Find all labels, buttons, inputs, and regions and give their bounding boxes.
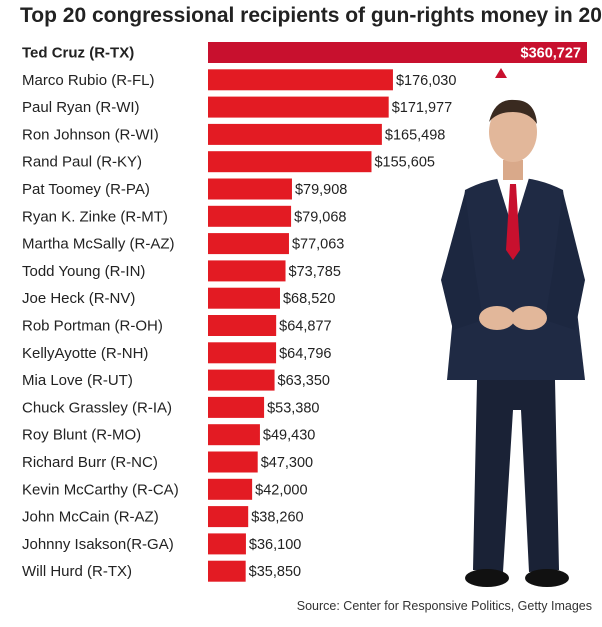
bar-value-label: $38,260 [251, 510, 303, 526]
bar [208, 315, 277, 336]
category-label: Paul Ryan (R-WI) [22, 99, 140, 116]
bar-value-label: $49,430 [263, 428, 315, 444]
category-label: Joe Heck (R-NV) [22, 290, 135, 307]
category-label: Rob Portman (R-OH) [22, 318, 163, 335]
category-label: KellyAyotte (R-NH) [22, 345, 148, 362]
bar-value-label: $171,977 [392, 100, 452, 116]
bar [208, 533, 246, 555]
bar-value-label: $176,030 [396, 73, 456, 89]
bar-value-label: $64,877 [279, 319, 331, 335]
bar [208, 478, 253, 500]
bar [208, 233, 289, 255]
category-label: Richard Burr (R-NC) [22, 454, 158, 471]
bar [208, 178, 292, 200]
category-label: Mia Love (R-UT) [22, 372, 133, 389]
category-label: Marco Rubio (R-FL) [22, 72, 155, 89]
category-label: Ryan K. Zinke (R-MT) [22, 208, 168, 225]
bar-value-label: $68,520 [283, 291, 335, 307]
bar [208, 506, 249, 528]
category-label: Kevin McCarthy (R-CA) [22, 481, 179, 498]
bar [208, 424, 260, 446]
category-label: Chuck Grassley (R-IA) [22, 399, 172, 416]
bar-value-label: $36,100 [249, 537, 301, 553]
bar [208, 123, 382, 145]
category-label: Ted Cruz (R-TX) [22, 45, 134, 62]
bar [208, 560, 246, 582]
bar-value-label: $47,300 [261, 455, 313, 471]
category-label: Rand Paul (R-KY) [22, 154, 142, 171]
bar [208, 205, 292, 227]
bar-value-label: $77,063 [292, 237, 344, 253]
bar [208, 396, 265, 418]
category-label: Todd Young (R-IN) [22, 263, 145, 280]
bar [208, 69, 393, 91]
category-label: Ron Johnson (R-WI) [22, 126, 159, 143]
bar-value-label: $64,796 [279, 346, 331, 362]
category-label: Johnny Isakson(R-GA) [22, 536, 174, 553]
bar-value-label: $63,350 [278, 373, 330, 389]
bar [208, 451, 258, 473]
bar-value-label: $360,727 [521, 46, 581, 62]
bar [208, 260, 286, 282]
bar-value-label: $42,000 [255, 482, 307, 498]
bar [208, 287, 280, 309]
category-label: Pat Toomey (R-PA) [22, 181, 150, 198]
bar-value-label: $79,068 [294, 209, 346, 225]
category-label: Martha McSally (R-AZ) [22, 236, 175, 253]
category-label: Roy Blunt (R-MO) [22, 427, 141, 444]
category-label: John McCain (R-AZ) [22, 509, 159, 526]
person-photo-icon [441, 99, 585, 587]
bar-value-label: $53,380 [267, 400, 319, 416]
source-note: Source: Center for Responsive Politics, … [296, 599, 592, 613]
bar-value-label: $155,605 [374, 155, 434, 171]
bar [208, 96, 389, 118]
bar [208, 151, 372, 173]
bar-value-label: $73,785 [289, 264, 341, 280]
bar [208, 342, 277, 364]
bar-value-label: $79,908 [295, 182, 347, 198]
bar-value-label: $165,498 [385, 127, 445, 143]
chart-title: Top 20 congressional recipients of gun-r… [20, 4, 602, 27]
highlight-arrow-icon [495, 68, 507, 78]
bar [208, 369, 275, 391]
category-label: Will Hurd (R-TX) [22, 563, 132, 580]
bar [208, 42, 587, 63]
bar-value-label: $35,850 [249, 564, 301, 580]
